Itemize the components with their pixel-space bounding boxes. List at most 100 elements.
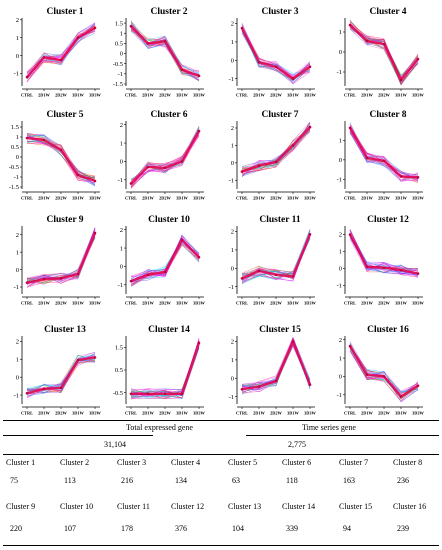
total-label-rule <box>3 435 153 436</box>
y-tick-label: -1.5 <box>9 184 19 191</box>
x-tick-label: 3D3W <box>304 411 316 416</box>
gene-trace-line <box>241 336 311 392</box>
mean-profile-point <box>399 268 403 272</box>
mean-profile-point <box>59 277 63 280</box>
gene-trace-line <box>349 130 419 180</box>
x-tick-label: 3D3W <box>89 411 101 416</box>
gene-traces <box>130 234 200 287</box>
y-tick-label: 0 <box>231 160 234 167</box>
cluster-panel: Cluster 7 -1 0 1 2 CTRL 2D1W 2D2W 3D1W 3D3W <box>229 110 317 201</box>
cluster-count-cell: 94 <box>343 524 351 533</box>
x-tick-label: 3D3W <box>304 196 316 201</box>
mean-profile-point <box>416 57 420 61</box>
panel-title: Cluster 3 <box>261 7 298 17</box>
x-tick-label: 3D1W <box>395 93 407 98</box>
x-tick-label: 2D1W <box>361 411 373 416</box>
gene-trace-line <box>26 24 96 73</box>
y-tick-label: 2 <box>16 232 19 239</box>
mean-profile-point <box>197 341 201 345</box>
y-tick-label: 1 <box>339 29 342 36</box>
x-tick-label: CTRL <box>125 196 137 201</box>
mean-profile-point <box>25 75 29 79</box>
cluster-count-cell: 118 <box>286 476 298 485</box>
mean-profile-point <box>93 356 97 359</box>
mean-profile-point <box>257 385 261 388</box>
y-tick-label: 0 <box>16 267 19 274</box>
cluster-panel: Cluster 5 -1.5 -1 -0.5 0 0.5 1 1.5 CTRL 2D1W 2D2W 3… <box>9 110 102 201</box>
x-tick-label: 2D2W <box>55 301 67 306</box>
gene-trace-line <box>130 342 200 396</box>
mean-profile-point <box>146 42 150 45</box>
gene-trace-line <box>349 20 419 86</box>
cluster-count-cell: 113 <box>64 476 76 485</box>
gene-trace-line <box>130 126 200 186</box>
x-tick-label: 3D3W <box>412 301 424 306</box>
x-tick-label: 2D1W <box>38 301 50 306</box>
y-tick-label: 0 <box>339 374 342 381</box>
y-tick-label: 0 <box>231 375 234 382</box>
x-tick-label: 2D1W <box>142 93 154 98</box>
panel-title: Cluster 9 <box>46 215 83 225</box>
x-tick-label: 2D1W <box>253 411 265 416</box>
mean-profile-point <box>59 58 63 62</box>
x-tick-label: CTRL <box>21 301 33 306</box>
gene-trace-line <box>349 126 419 179</box>
mean-profile-point <box>257 269 261 273</box>
time-series-label: Time series gene <box>302 423 356 432</box>
y-tick-label: 1.5 <box>11 124 19 131</box>
cluster-panel: Cluster 15 -1 0 1 2 CTRL 2D1W 2D2W 3D1W 3D3W <box>229 325 317 416</box>
cluster-name-cell: Cluster 7 <box>339 458 369 467</box>
x-tick-label: 2D1W <box>253 196 265 201</box>
x-tick-label: 3D3W <box>412 93 424 98</box>
table-bottom-rule <box>3 545 439 546</box>
y-tick-label: -1.5 <box>113 81 123 88</box>
x-tick-label: 2D2W <box>159 411 171 416</box>
gene-trace-line <box>349 232 419 273</box>
gene-trace-line <box>130 21 200 77</box>
gene-trace-line <box>349 129 419 182</box>
cluster-name-cell: Cluster 8 <box>393 458 423 467</box>
x-tick-label: 2D2W <box>159 196 171 201</box>
x-tick-label: 3D3W <box>193 411 205 416</box>
mean-profile-point <box>399 395 403 398</box>
gene-trace-line <box>349 238 419 277</box>
gene-trace-line <box>130 132 200 187</box>
mean-profile-point <box>76 36 80 39</box>
y-tick-label: 1.5 <box>115 20 123 27</box>
mean-profile-point <box>291 144 295 147</box>
y-tick-label: 1.5 <box>115 345 123 352</box>
gene-traces <box>349 19 419 86</box>
gene-trace-line <box>349 126 419 182</box>
x-tick-label: 2D2W <box>270 93 282 98</box>
cluster-count-cell: 236 <box>397 476 409 485</box>
y-tick-label: 1 <box>16 134 19 141</box>
cluster-name-cell: Cluster 4 <box>171 458 201 467</box>
x-tick-label: 2D2W <box>159 93 171 98</box>
x-tick-label: 3D3W <box>193 93 205 98</box>
x-tick-label: 2D1W <box>142 196 154 201</box>
mean-profile-point <box>274 65 278 69</box>
x-tick-label: CTRL <box>21 93 33 98</box>
mean-profile-point <box>416 384 420 387</box>
gene-trace-line <box>130 129 200 188</box>
mean-profile-point <box>42 277 46 281</box>
cluster-panel: Cluster 8 -1 0 1 CTRL 2D1W 2D2W 3D1W 3D3W <box>337 110 425 201</box>
mean-profile-point <box>163 392 167 396</box>
gene-trace-line <box>349 131 419 178</box>
mean-profile-point <box>93 231 97 235</box>
mean-profile-point <box>93 26 97 30</box>
mean-profile-point <box>42 387 46 391</box>
gene-trace-line <box>349 126 419 181</box>
cluster-panel: Cluster 12 -1 0 1 2 CTRL 2D1W 2D2W 3D1W 3D3W <box>337 215 425 306</box>
mean-profile-point <box>240 26 244 30</box>
y-tick-label: -0.5 <box>113 61 123 68</box>
cluster-name-cell: Cluster 6 <box>282 458 312 467</box>
cluster-panel: Cluster 1 -1 0 1 2 CTRL 2D1W 2D2W 3D1W 3D3W <box>14 7 102 98</box>
gene-trace-line <box>349 130 419 181</box>
cluster-name-cell: Cluster 3 <box>117 458 147 467</box>
mean-profile-line <box>130 25 200 78</box>
x-tick-label: 2D1W <box>361 93 373 98</box>
x-tick-label: CTRL <box>344 196 356 201</box>
mean-profile-point <box>76 272 80 276</box>
